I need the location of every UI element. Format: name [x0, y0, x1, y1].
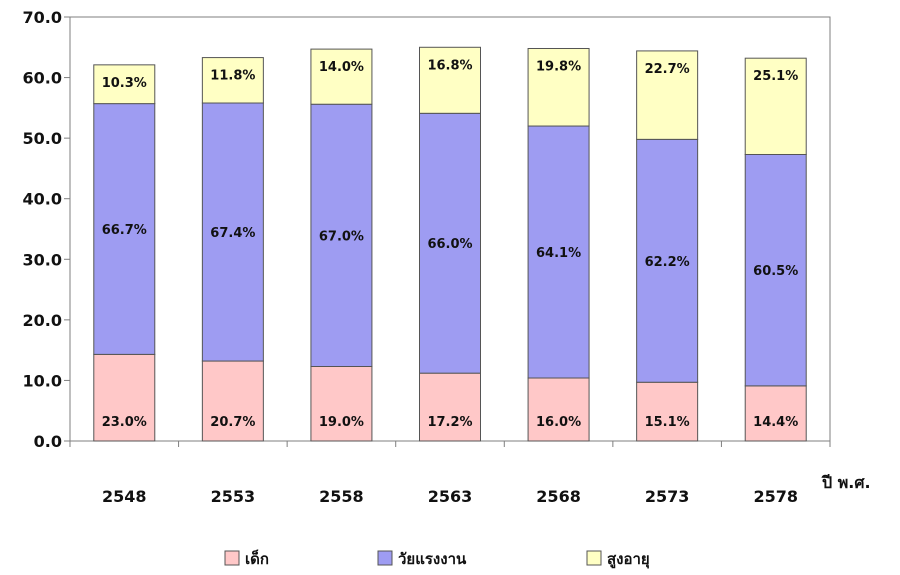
bar-segment [527, 47, 590, 127]
legend-label: สูงอายุ [607, 550, 650, 569]
bar-segment [310, 365, 373, 442]
bar-segment [744, 385, 807, 442]
data-label: 66.0% [427, 237, 472, 252]
data-label: 19.8% [536, 59, 581, 74]
data-label: 15.1% [645, 415, 690, 430]
y-tick-label: 40.0 [23, 190, 62, 209]
bar-segment [636, 381, 699, 442]
data-label: 66.7% [102, 223, 147, 238]
bar-segment [310, 103, 373, 367]
legend: เด็ก วัยแรงงาน สูงอายุ [224, 549, 650, 569]
bar-segment [527, 125, 590, 379]
bar-segment [636, 138, 699, 383]
bar-segment [93, 64, 156, 105]
bars-group: 23.0% 66.7% 10.3% 20.7% 67.4% 11.8% 19.0% 67.0%… [93, 46, 807, 442]
legend-swatch [377, 550, 393, 566]
x-tick-label: 2573 [645, 487, 690, 506]
x-tick-label: 2548 [102, 487, 147, 506]
bar-segment [419, 372, 481, 442]
legend-swatch [586, 550, 602, 566]
y-tick-label: 50.0 [23, 129, 62, 148]
legend-label: วัยแรงงาน [398, 550, 467, 568]
legend-label: เด็ก [245, 549, 269, 568]
data-label: 22.7% [645, 62, 690, 77]
data-label: 62.2% [645, 255, 690, 270]
data-label: 16.0% [536, 415, 581, 430]
data-label: 64.1% [536, 246, 581, 261]
data-label: 17.2% [427, 415, 472, 430]
x-tick-label: 2578 [753, 487, 798, 506]
bar-segment [93, 353, 156, 442]
y-tick-label: 0.0 [34, 432, 62, 451]
bar-segment [419, 46, 481, 114]
data-label: 25.1% [753, 69, 798, 84]
data-label: 11.8% [210, 69, 255, 84]
x-tick-label: 2563 [428, 487, 473, 506]
y-tick-label: 70.0 [23, 8, 62, 27]
data-label: 60.5% [753, 264, 798, 279]
bar-segment [636, 50, 699, 140]
y-axis: 0.0 10.0 20.0 30.0 40.0 50.0 60.0 70.0 [23, 8, 70, 451]
bar-segment [201, 57, 264, 104]
x-tick-label: 2553 [211, 487, 256, 506]
data-label: 16.8% [427, 58, 472, 73]
bar-segment [310, 48, 373, 105]
bar-segment [744, 153, 807, 387]
data-label: 10.3% [102, 76, 147, 91]
bar-segment [201, 102, 264, 362]
x-axis: 2548 2553 2558 2563 2568 2573 2578 [69, 441, 831, 506]
bar-segment [93, 103, 156, 355]
data-label: 23.0% [102, 415, 147, 430]
data-label: 20.7% [210, 415, 255, 430]
x-tick-label: 2558 [319, 487, 364, 506]
bar-segment [527, 377, 590, 442]
y-tick-label: 10.0 [23, 371, 62, 390]
y-tick-label: 60.0 [23, 69, 62, 88]
data-label: 19.0% [319, 415, 364, 430]
bar-segment [744, 57, 807, 155]
x-axis-label: ปี พ.ศ. [821, 473, 871, 492]
x-tick-label: 2568 [536, 487, 581, 506]
y-tick-label: 30.0 [23, 250, 62, 269]
y-tick-label: 20.0 [23, 311, 62, 330]
data-label: 67.0% [319, 229, 364, 244]
data-label: 14.0% [319, 60, 364, 75]
data-label: 14.4% [753, 415, 798, 430]
legend-swatch [224, 550, 240, 566]
data-label: 67.4% [210, 226, 255, 241]
